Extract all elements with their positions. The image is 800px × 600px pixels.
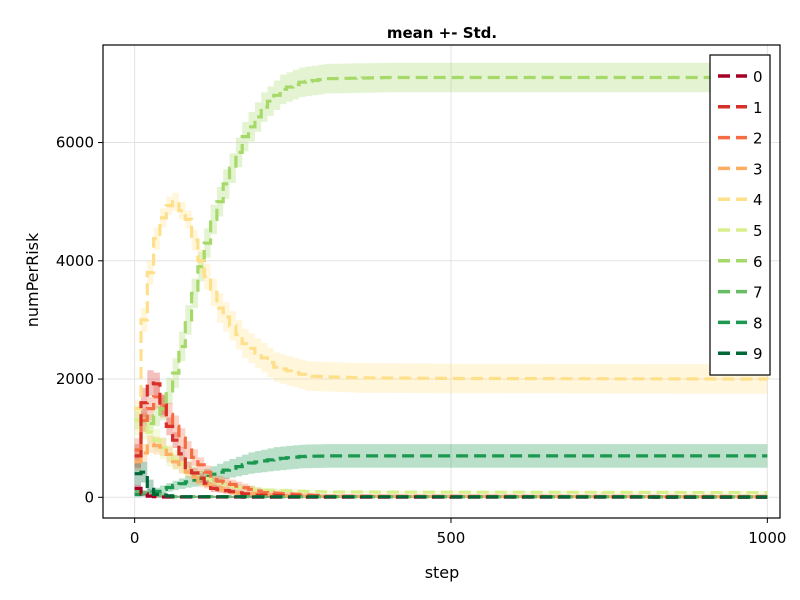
series-0-std-band bbox=[134, 484, 768, 498]
y-tick-label: 2000 bbox=[56, 370, 94, 388]
x-tick-label: 0 bbox=[130, 529, 140, 547]
legend-label-7: 7 bbox=[753, 284, 763, 302]
legend-label-2: 2 bbox=[753, 130, 763, 148]
legend-label-9: 9 bbox=[753, 345, 763, 363]
legend-label-0: 0 bbox=[753, 68, 763, 86]
y-tick-label: 6000 bbox=[56, 134, 94, 152]
mean-lines bbox=[134, 75, 769, 499]
y-axis-label: numPerRisk bbox=[23, 232, 42, 327]
series-9-line bbox=[134, 470, 768, 499]
series-6-line bbox=[134, 75, 768, 425]
x-axis-label: step bbox=[425, 563, 460, 582]
legend-label-3: 3 bbox=[753, 160, 763, 178]
legend-label-8: 8 bbox=[753, 314, 763, 332]
x-tick-label: 1000 bbox=[748, 529, 786, 547]
chart-title: mean +- Std. bbox=[387, 24, 497, 42]
series-4-std-band bbox=[134, 192, 768, 418]
legend-label-1: 1 bbox=[753, 99, 763, 117]
plot-frame bbox=[102, 44, 781, 519]
series-4-line bbox=[134, 200, 769, 411]
legend-label-6: 6 bbox=[753, 253, 763, 271]
series-5-line bbox=[134, 418, 768, 495]
y-tick-label: 4000 bbox=[56, 252, 94, 270]
y-tick-label: 0 bbox=[84, 488, 94, 506]
series-8-line bbox=[134, 454, 768, 496]
legend: 0 1 2 3 4 5 6 7 8 9 bbox=[709, 54, 771, 376]
legend-label-5: 5 bbox=[753, 222, 763, 240]
axis-ticks: 0 500 1000 0 2000 4000 6000 bbox=[56, 134, 787, 547]
x-tick-label: 500 bbox=[437, 529, 466, 547]
legend-label-4: 4 bbox=[753, 191, 763, 209]
